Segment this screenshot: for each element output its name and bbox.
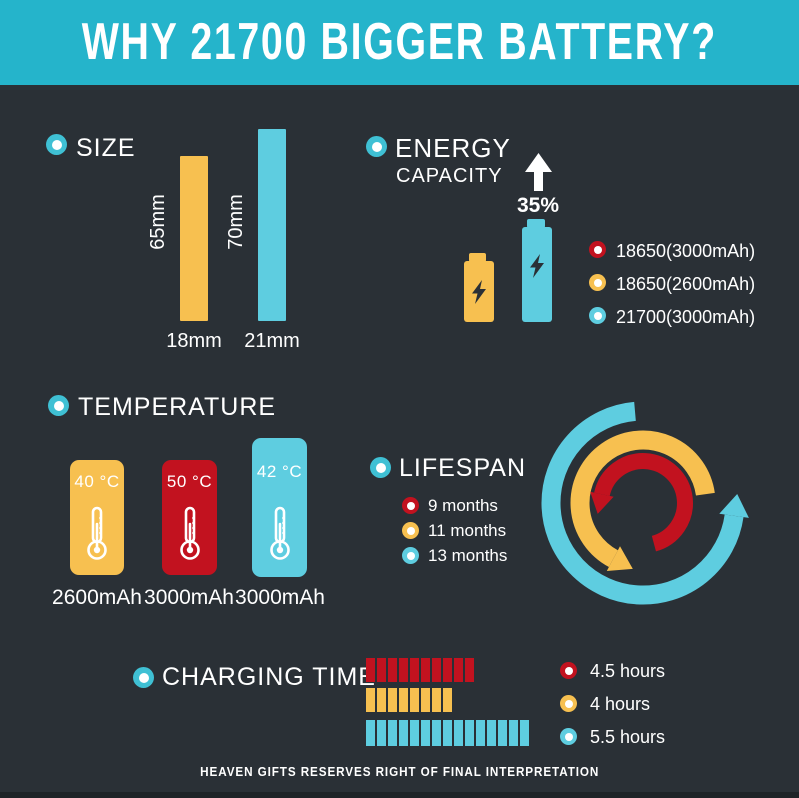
legend-item: 18650(2600mAh) — [616, 274, 756, 294]
lifespan-bullet-icon — [370, 457, 391, 478]
charging-segment — [432, 658, 441, 682]
temp-card-teal: 42 °C — [252, 438, 307, 577]
charging-segment — [432, 688, 441, 712]
charging-segment — [443, 688, 452, 712]
charging-segment — [454, 720, 463, 746]
legend-item: 4 hours — [590, 694, 651, 714]
energy-bullet-icon — [366, 136, 387, 157]
legend-dot-red-icon — [402, 497, 419, 514]
legend-dot-yellow-icon — [589, 274, 606, 291]
temp-value: 50 °C — [166, 472, 213, 491]
bolt-icon — [530, 253, 544, 278]
capacity-label: 3000mAh — [144, 586, 234, 609]
battery-18650-cap — [469, 253, 486, 262]
charging-bar-teal — [366, 720, 529, 746]
legend-item: 4.5 hours — [590, 661, 666, 681]
charging-segment — [410, 720, 419, 746]
charging-bullet-icon — [133, 667, 154, 688]
lifespan-section-title: LIFESPAN — [399, 454, 527, 482]
charging-segment — [465, 720, 474, 746]
charging-segment — [520, 720, 529, 746]
energy-section-title-line2: CAPACITY — [396, 165, 503, 187]
legend-dot-teal-icon — [402, 547, 419, 564]
footer-text: HEAVEN GIFTS RESERVES RIGHT OF FINAL INT… — [199, 764, 600, 779]
size-bar-18650 — [180, 156, 208, 321]
size-bar-21700 — [258, 129, 286, 321]
size-bar-height-label: 70mm — [225, 194, 247, 250]
battery-18650-icon — [464, 261, 494, 322]
charging-segment — [388, 658, 397, 682]
charging-segment — [487, 720, 496, 746]
charging-segment — [421, 658, 430, 682]
temperature-bullet-icon — [48, 395, 69, 416]
thermometer-icon — [269, 506, 290, 560]
charging-segment — [377, 720, 386, 746]
increase-percentage: 35% — [516, 194, 560, 217]
size-bar-width-label: 21mm — [244, 330, 300, 352]
legend-dot-teal-icon — [589, 307, 606, 324]
legend-item: 18650(3000mAh) — [616, 241, 756, 261]
legend-item: 11 months — [428, 521, 507, 540]
size-bar-width-label: 18mm — [166, 330, 222, 352]
bottom-edge-strip — [0, 792, 799, 798]
energy-section-title-line1: ENERGY — [395, 133, 511, 163]
temperature-section-title: TEMPERATURE — [78, 393, 277, 421]
charging-segment — [465, 658, 474, 682]
legend-dot-teal-icon — [560, 728, 577, 745]
legend-item: 5.5 hours — [590, 727, 666, 747]
charging-segment — [377, 688, 386, 712]
header-banner: WHY 21700 BIGGER BATTERY? — [0, 0, 799, 85]
charging-segment — [399, 720, 408, 746]
charging-segment — [421, 688, 430, 712]
temp-card-red: 50 °C — [162, 460, 217, 575]
legend-dot-yellow-icon — [402, 522, 419, 539]
charging-segment — [443, 720, 452, 746]
size-bar-height-label: 65mm — [147, 194, 169, 250]
charging-segment — [388, 720, 397, 746]
capacity-label: 2600mAh — [52, 586, 142, 609]
lifespan-cycle-arrows-icon — [541, 401, 749, 605]
charging-section-title: CHARGING TIME — [162, 663, 376, 691]
charging-segment — [410, 658, 419, 682]
legend-item: 21700(3000mAh) — [616, 307, 756, 327]
footer-disclaimer: HEAVEN GIFTS RESERVES RIGHT OF FINAL INT… — [0, 764, 799, 779]
thermometer-icon — [87, 506, 107, 560]
charging-segment — [410, 688, 419, 712]
charging-segment — [366, 658, 375, 682]
charging-segment — [366, 688, 375, 712]
temp-value: 40 °C — [74, 472, 120, 491]
legend-dot-yellow-icon — [560, 695, 577, 712]
charging-segment — [476, 720, 485, 746]
legend-dot-red-icon — [589, 241, 606, 258]
charging-segment — [443, 658, 452, 682]
battery-21700-icon — [522, 227, 552, 322]
thermometer-icon — [179, 506, 200, 560]
charging-bar-yellow — [366, 688, 452, 712]
charging-segment — [454, 658, 463, 682]
charging-segment — [421, 720, 430, 746]
charging-segment — [399, 688, 408, 712]
charging-segment — [388, 688, 397, 712]
charging-segment — [366, 720, 375, 746]
size-section-title: SIZE — [76, 134, 136, 162]
charging-segment — [498, 720, 507, 746]
charging-segment — [377, 658, 386, 682]
legend-dot-red-icon — [560, 662, 577, 679]
legend-item: 9 months — [428, 496, 498, 515]
legend-item: 13 months — [428, 546, 508, 565]
charging-segment — [399, 658, 408, 682]
temp-value: 42 °C — [256, 462, 303, 481]
temp-card-yellow: 40 °C — [70, 460, 124, 575]
charging-segment — [432, 720, 441, 746]
battery-21700-cap — [527, 219, 545, 228]
bolt-icon — [472, 279, 486, 304]
up-arrow-icon — [525, 153, 552, 191]
charging-segment — [509, 720, 518, 746]
charging-bar-red — [366, 658, 474, 682]
capacity-label: 3000mAh — [235, 586, 325, 609]
size-bullet-icon — [46, 134, 67, 155]
page-title: WHY 21700 BIGGER BATTERY? — [81, 13, 718, 72]
